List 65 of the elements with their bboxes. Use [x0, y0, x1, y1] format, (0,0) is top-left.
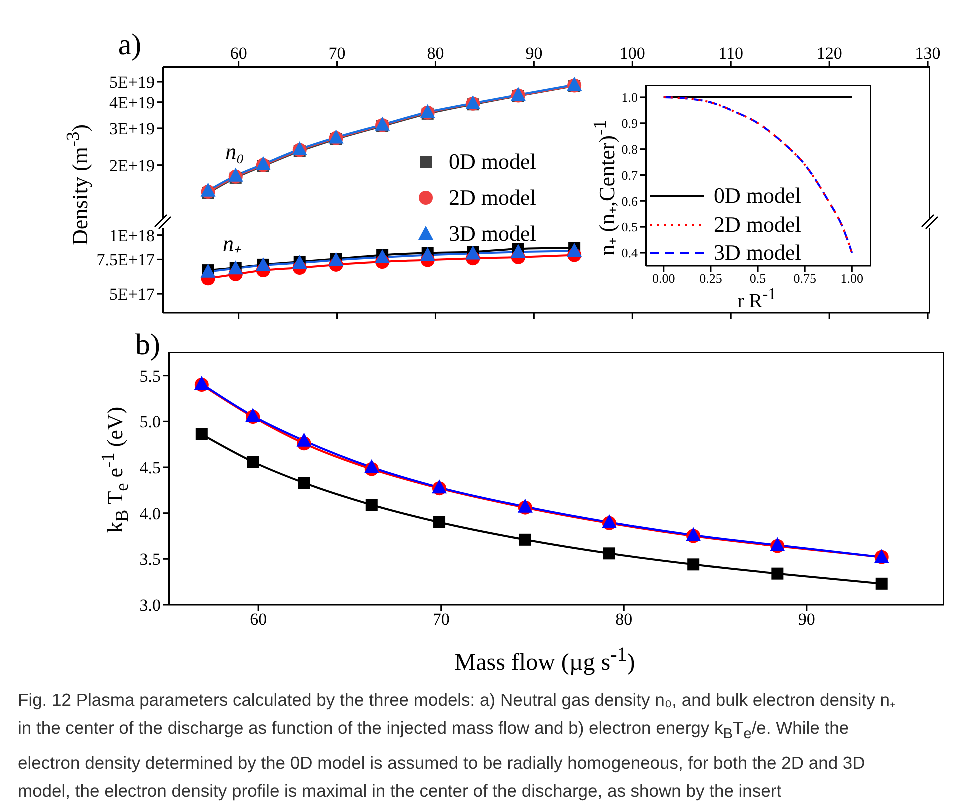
caption: Fig. 12 Plasma parameters calculated by the three models: a) Neutral gas density n₀, and bulk electron density n₊ in the center of the discharge as function of the injected mass flow and b) electron energy k$_{B}$T$_{e}$/e. While the electron density determined by the 0D model is assumed to be radially homogeneous, for both the 2D and 3D model, the electron density profile is maximal in the center of the discharge, as shown by the insert [18, 689, 898, 803]
point [200, 182, 216, 197]
y-tick-label: 5E+17 [110, 285, 156, 304]
point [519, 534, 532, 546]
y-tick-label: 4E+19 [110, 93, 155, 112]
y-tick-label: 5.0 [140, 412, 161, 432]
y-tick-label: 3.0 [140, 596, 161, 616]
y-tick-label: 0.7 [622, 168, 638, 183]
legend-label: 3D model [714, 240, 802, 266]
x-axis-title: r R$^{-1}$ [738, 284, 776, 312]
y-tick-label: 4.5 [140, 458, 161, 478]
x-tick-label: 90 [526, 44, 543, 63]
x-tick-label: 0.00 [652, 271, 676, 286]
point [604, 548, 616, 560]
y-tick-label: 0.5 [622, 220, 638, 235]
legend-label: 2D model [714, 212, 802, 238]
point [772, 568, 784, 580]
legend-label: 0D model [449, 149, 536, 175]
x-tick-label: 1.00 [840, 271, 864, 286]
annotation: n₀ [226, 138, 244, 164]
y-tick-label: 0.6 [622, 194, 638, 209]
y-tick-label: 1.0 [622, 90, 638, 106]
x-axis-title: Mass flow (µg s$^{-1}$) [454, 644, 636, 676]
x-tick-label: 80 [616, 610, 633, 630]
text: a) [118, 28, 142, 62]
y-tick-label: 7.5E+17 [96, 250, 156, 270]
point [366, 499, 378, 512]
y-tick-label: 4.0 [140, 504, 161, 524]
point [247, 456, 260, 468]
point [296, 432, 312, 447]
point [510, 244, 526, 258]
x-tick-label: 70 [432, 610, 450, 630]
y-tick-label: 5E+19 [110, 73, 155, 92]
y-tick-label: 3.5 [140, 550, 161, 570]
x-tick-label: 60 [230, 44, 248, 63]
x-tick-label: 0.25 [700, 271, 722, 286]
y-tick-label: 5.5 [140, 366, 161, 386]
x-tick-label: 120 [816, 44, 842, 63]
y-tick-label: 2E+19 [110, 156, 155, 176]
point [298, 477, 310, 490]
x-tick-label: 100 [620, 44, 646, 63]
point [876, 578, 888, 590]
x-tick-label: 110 [718, 44, 744, 63]
point [567, 243, 582, 258]
x-tick-label: 60 [250, 610, 268, 630]
point [688, 558, 700, 571]
x-tick-label: 0.75 [794, 271, 816, 286]
text: b) [136, 328, 160, 362]
point [196, 428, 208, 440]
x-tick-label: 0.5 [750, 271, 766, 286]
y-tick-label: 3E+19 [110, 119, 155, 138]
x-tick-label: 70 [328, 44, 346, 63]
y-tick-label: 0.9 [622, 116, 638, 131]
y-tick-label: 0.4 [622, 246, 638, 261]
x-tick-label: 80 [427, 44, 444, 63]
annotation: n₊ [223, 230, 241, 256]
legend-label: 0D model [714, 183, 802, 210]
y-tick-label: 1E+18 [110, 226, 155, 246]
y-tick-label: 0.8 [622, 142, 638, 157]
x-tick-label: 130 [915, 44, 941, 63]
x-tick-label: 90 [798, 610, 816, 630]
point [364, 460, 380, 474]
point [434, 516, 446, 528]
legend-label: 2D model [449, 185, 536, 211]
legend-label: 3D model [449, 221, 536, 247]
